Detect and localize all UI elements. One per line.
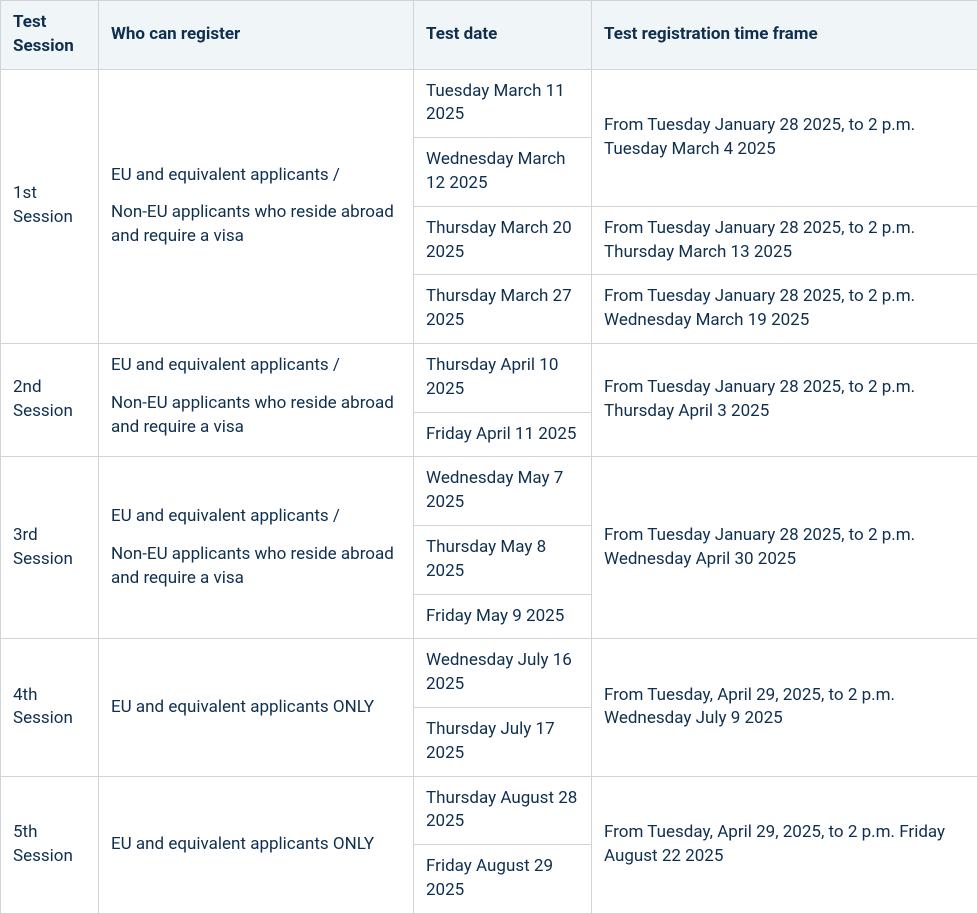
session-label: 1st Session (1, 69, 99, 343)
session-label: 2nd Session (1, 343, 99, 456)
test-sessions-table: Test Session Who can register Test date … (0, 0, 977, 914)
who-cell: EU and equivalent applicants / Non-EU ap… (99, 457, 414, 639)
test-date: Thursday July 17 2025 (414, 707, 592, 776)
who-line1: EU and equivalent applicants / (111, 164, 401, 188)
test-date: Thursday April 10 2025 (414, 343, 592, 412)
col-header-frame: Test registration time frame (592, 1, 977, 70)
test-date: Friday August 29 2025 (414, 845, 592, 914)
test-date: Wednesday May 7 2025 (414, 457, 592, 526)
registration-frame: From Tuesday January 28 2025, to 2 p.m. … (592, 275, 977, 344)
test-date: Wednesday July 16 2025 (414, 639, 592, 708)
who-line2: Non-EU applicants who reside abroad and … (111, 201, 401, 249)
test-date: Thursday March 20 2025 (414, 206, 592, 275)
who-cell: EU and equivalent applicants ONLY (99, 776, 414, 913)
who-line2: Non-EU applicants who reside abroad and … (111, 392, 401, 440)
col-header-who: Who can register (99, 1, 414, 70)
table-row: 4th Session EU and equivalent applicants… (1, 639, 977, 708)
table-row: 5th Session EU and equivalent applicants… (1, 776, 977, 845)
test-date: Thursday May 8 2025 (414, 525, 592, 594)
test-date: Wednesday March 12 2025 (414, 138, 592, 207)
test-date: Thursday August 28 2025 (414, 776, 592, 845)
test-date: Friday April 11 2025 (414, 412, 592, 457)
who-cell: EU and equivalent applicants ONLY (99, 639, 414, 776)
registration-frame: From Tuesday January 28 2025, to 2 p.m. … (592, 343, 977, 456)
table-row: 1st Session EU and equivalent applicants… (1, 69, 977, 138)
col-header-session: Test Session (1, 1, 99, 70)
col-header-date: Test date (414, 1, 592, 70)
registration-frame: From Tuesday, April 29, 2025, to 2 p.m. … (592, 639, 977, 776)
who-line1: EU and equivalent applicants / (111, 354, 401, 378)
who-line1: EU and equivalent applicants / (111, 505, 401, 529)
who-cell: EU and equivalent applicants / Non-EU ap… (99, 69, 414, 343)
session-label: 4th Session (1, 639, 99, 776)
who-cell: EU and equivalent applicants / Non-EU ap… (99, 343, 414, 456)
test-date: Thursday March 27 2025 (414, 275, 592, 344)
registration-frame: From Tuesday, April 29, 2025, to 2 p.m. … (592, 776, 977, 913)
who-line2: Non-EU applicants who reside abroad and … (111, 543, 401, 591)
table-row: 2nd Session EU and equivalent applicants… (1, 343, 977, 412)
table-header-row: Test Session Who can register Test date … (1, 1, 977, 70)
test-date: Tuesday March 11 2025 (414, 69, 592, 138)
registration-frame: From Tuesday January 28 2025, to 2 p.m. … (592, 69, 977, 206)
session-label: 3rd Session (1, 457, 99, 639)
table-row: 3rd Session EU and equivalent applicants… (1, 457, 977, 526)
registration-frame: From Tuesday January 28 2025, to 2 p.m. … (592, 457, 977, 639)
test-date: Friday May 9 2025 (414, 594, 592, 639)
session-label: 5th Session (1, 776, 99, 913)
registration-frame: From Tuesday January 28 2025, to 2 p.m. … (592, 206, 977, 275)
